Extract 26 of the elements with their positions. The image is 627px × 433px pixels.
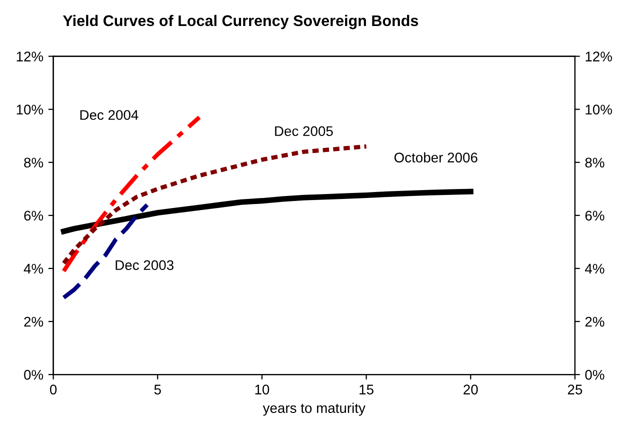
x-tick-label: 25 <box>568 384 582 394</box>
y2-tick-label: 4% <box>585 264 604 274</box>
x-tick-label: 0 <box>50 384 57 394</box>
y2-tick-label: 0% <box>585 370 604 380</box>
y2-tick-label: 6% <box>585 210 604 221</box>
y-tick-label: 8% <box>24 158 44 168</box>
x-tick-label: 5 <box>154 384 161 394</box>
text: Dec 2004 <box>80 110 138 120</box>
y-tick-label: 6% <box>24 210 44 221</box>
series-label: Dec 2005 <box>275 126 333 136</box>
y-tick-label: 12% <box>16 52 44 62</box>
y-tick-label: 10% <box>16 104 44 114</box>
y2-tick-label: 2% <box>585 316 604 327</box>
y2-tick-label: 8% <box>585 158 604 168</box>
x-tick-label: 20 <box>464 384 478 394</box>
x-axis-title: years to maturity <box>262 402 366 416</box>
x-tick-label: 10 <box>255 384 270 394</box>
y2-tick-label: 12% <box>586 52 612 62</box>
text: October 2006 <box>394 152 478 162</box>
series-label: Dec 2003 <box>116 260 174 270</box>
y2-tick-label: 10% <box>586 104 612 114</box>
y-tick-label: 2% <box>24 316 44 327</box>
y-tick-label: 0% <box>24 370 44 380</box>
y-tick-label: 4% <box>24 264 44 274</box>
chart-title: Yield Curves of Local Currency Sovereign Bonds <box>62 14 418 30</box>
x-tick-label: 15 <box>360 384 374 394</box>
